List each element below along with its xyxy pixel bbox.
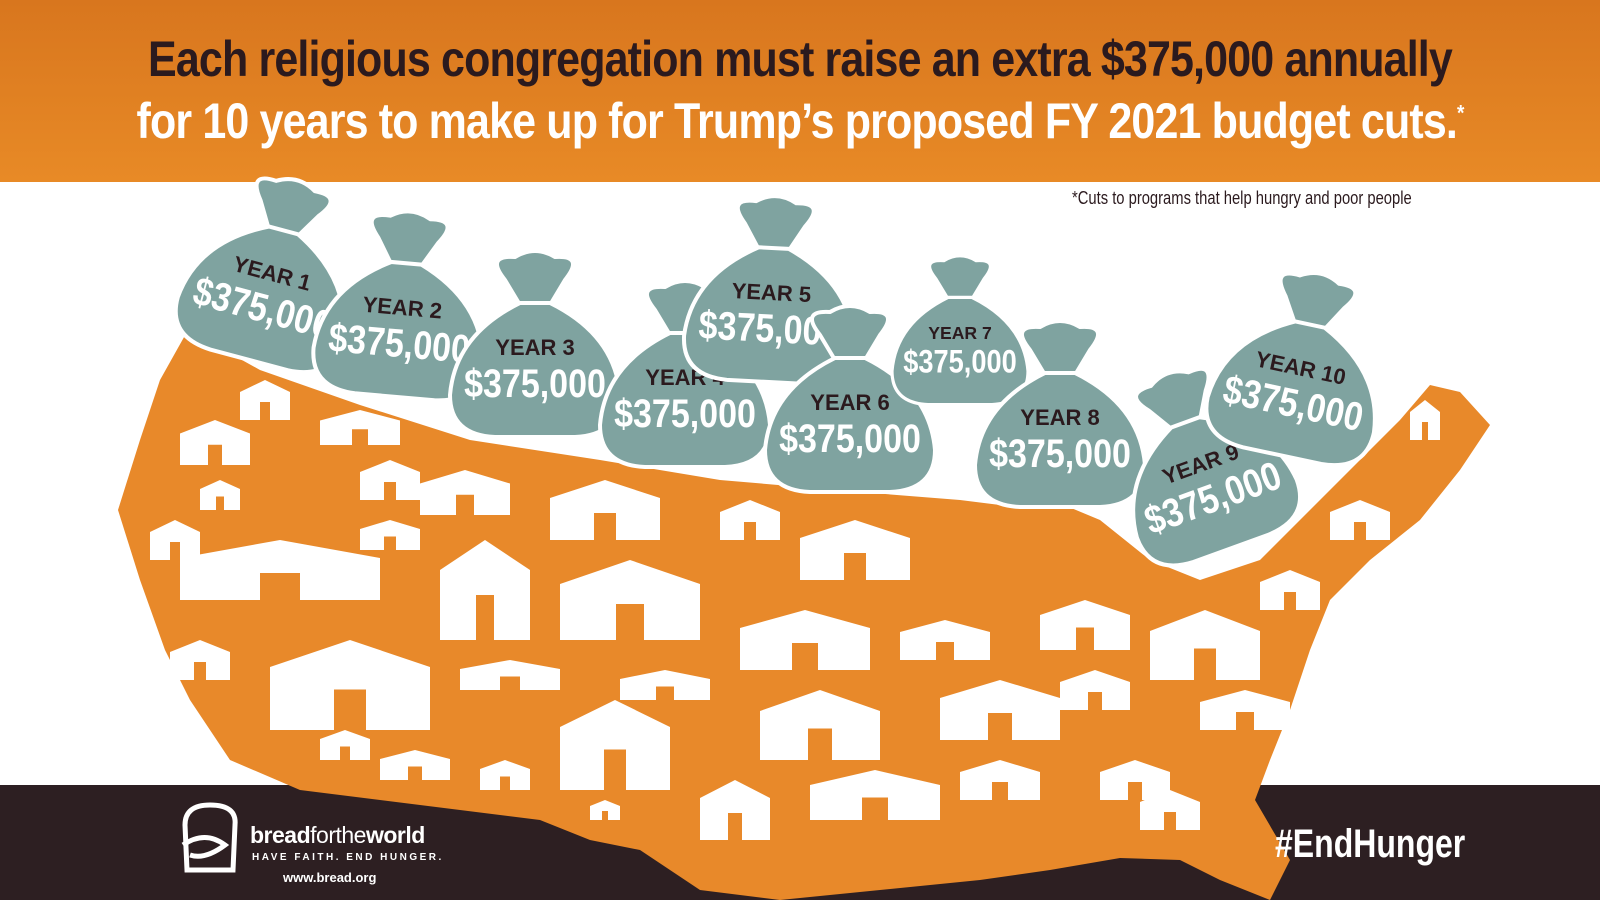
church-building-icon — [380, 750, 450, 780]
church-building-icon — [420, 470, 510, 515]
bag-year-label: YEAR 5 — [731, 278, 812, 307]
church-building-icon — [270, 640, 430, 730]
church-building-icon — [320, 730, 370, 760]
church-building-icon — [800, 520, 910, 580]
money-bags-layer: YEAR 1$375,000 YEAR 2$375,000 YEAR 3$375,0… — [173, 176, 1377, 568]
church-building-icon — [590, 800, 620, 820]
church-building-icon — [1260, 570, 1320, 610]
bag-amount-label: $375,000 — [989, 430, 1131, 475]
money-bag-year-7: YEAR 7$375,000 — [890, 254, 1030, 407]
money-bag-year-6: YEAR 6$375,000 — [762, 304, 938, 494]
church-building-icon — [1200, 690, 1290, 730]
logo-tagline: HAVE FAITH. END HUNGER. — [252, 852, 444, 863]
bag-year-label: YEAR 8 — [1020, 405, 1099, 430]
church-building-icon — [810, 770, 940, 820]
hashtag: #EndHunger — [1275, 822, 1466, 866]
money-bag-year-1: YEAR 1$375,000 — [173, 176, 346, 375]
church-building-icon — [1410, 400, 1440, 440]
church-building-icon — [1150, 610, 1260, 680]
bag-amount-label: $375,000 — [903, 345, 1016, 381]
church-building-icon — [360, 520, 420, 550]
bag-year-label: YEAR 6 — [810, 390, 889, 415]
bag-amount-label: $375,000 — [464, 360, 606, 405]
church-building-icon — [150, 520, 200, 560]
church-building-icon — [180, 420, 250, 465]
church-building-icon — [460, 660, 560, 690]
headline-line-1: Each religious congregation must raise a… — [148, 31, 1453, 87]
website-url[interactable]: www.bread.org — [283, 870, 377, 885]
church-building-icon — [960, 760, 1040, 800]
logo-wordmark: breadfortheworld — [250, 822, 425, 848]
church-building-icon — [720, 500, 780, 540]
header-banner: Each religious congregation must raise a… — [0, 0, 1600, 182]
bag-amount-label: $375,000 — [614, 390, 756, 435]
buildings-layer — [150, 380, 1440, 840]
bag-amount-label: $375,000 — [779, 415, 921, 460]
church-building-icon — [760, 690, 880, 760]
money-bag-year-3: YEAR 3$375,000 — [447, 249, 623, 439]
church-building-icon — [170, 640, 230, 680]
church-building-icon — [1060, 670, 1130, 710]
money-bag-year-10: YEAR 10$375,000 — [1204, 271, 1377, 468]
church-building-icon — [560, 700, 670, 790]
money-bag-year-2: YEAR 2$375,000 — [311, 209, 485, 403]
church-building-icon — [180, 540, 380, 600]
money-bag-year-9: YEAR 9$375,000 — [1131, 366, 1303, 568]
church-building-icon — [1330, 500, 1390, 540]
church-building-icon — [440, 540, 530, 640]
church-building-icon — [240, 380, 290, 420]
church-building-icon — [740, 610, 870, 670]
church-building-icon — [620, 670, 710, 700]
church-building-icon — [550, 480, 660, 540]
bag-year-label: YEAR 7 — [928, 323, 992, 343]
church-building-icon — [900, 620, 990, 660]
church-building-icon — [940, 680, 1060, 740]
church-building-icon — [480, 760, 530, 790]
bread-for-the-world-logo[interactable]: breadfortheworld HAVE FAITH. END HUNGER.… — [175, 800, 475, 890]
headline-line-2: for 10 years to make up for Trump’s prop… — [136, 93, 1465, 149]
church-building-icon — [360, 460, 420, 500]
bag-year-label: YEAR 3 — [495, 335, 574, 360]
bread-logo-icon — [181, 802, 238, 873]
church-building-icon — [320, 410, 400, 445]
church-building-icon — [700, 780, 770, 840]
church-building-icon — [1040, 600, 1130, 650]
church-building-icon — [560, 560, 700, 640]
money-bag-year-8: YEAR 8$375,000 — [972, 319, 1148, 509]
church-building-icon — [1100, 760, 1170, 800]
church-building-icon — [1140, 790, 1200, 830]
church-building-icon — [200, 480, 240, 510]
footnote: *Cuts to programs that help hungry and p… — [1072, 188, 1412, 208]
money-bag-year-5: YEAR 5$375,000 — [682, 194, 856, 387]
